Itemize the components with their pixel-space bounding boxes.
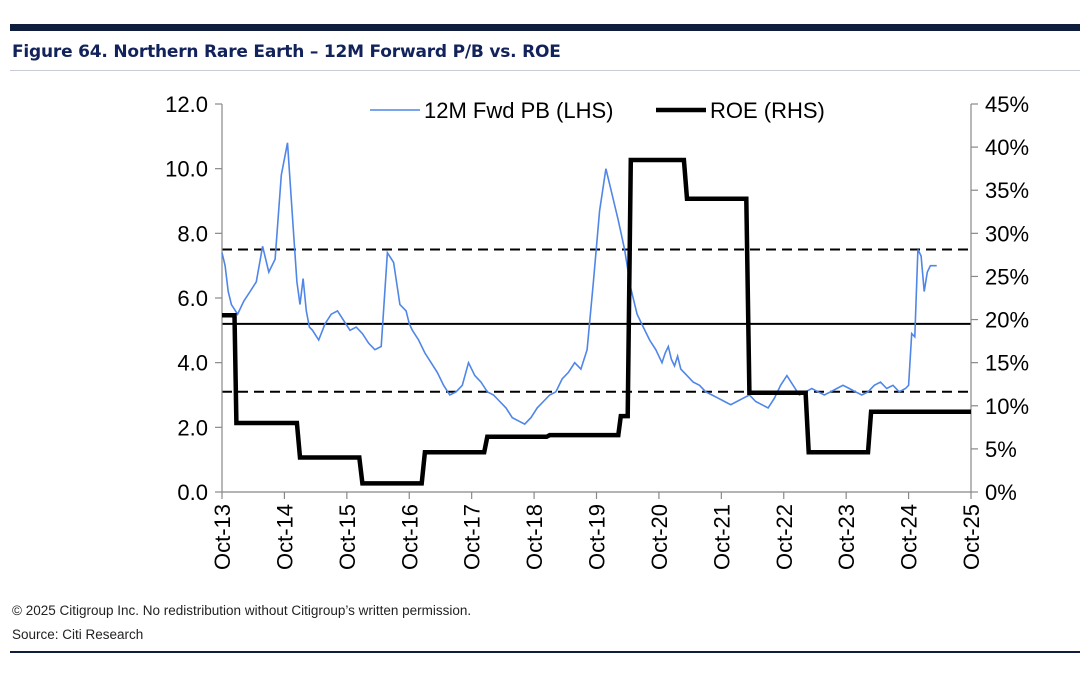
left-tick-label: 10.0 (165, 157, 208, 182)
right-tick-label: 45% (985, 92, 1029, 117)
page-title: Figure 64. Northern Rare Earth – 12M For… (12, 42, 561, 62)
legend: 12M Fwd PB (LHS) ROE (RHS) (370, 98, 825, 123)
x-tick-label: Oct-13 (210, 504, 235, 570)
bottom-rule (10, 651, 1080, 653)
x-tick-label: Oct-20 (647, 504, 672, 570)
left-tick-label: 8.0 (177, 221, 208, 246)
left-tick-label: 4.0 (177, 351, 208, 376)
x-tick-label: Oct-22 (772, 504, 797, 570)
left-tick-label: 12.0 (165, 92, 208, 117)
x-tick-label: Oct-24 (897, 504, 922, 570)
series-roe-line (222, 157, 971, 486)
legend-pb-label: 12M Fwd PB (LHS) (424, 98, 614, 123)
x-tick-label: Oct-25 (959, 504, 984, 570)
x-tick-label: Oct-21 (709, 504, 734, 570)
right-tick-label: 25% (985, 264, 1029, 289)
x-tick-label: Oct-15 (335, 504, 360, 570)
series-pb-line (221, 142, 937, 426)
x-tick-label: Oct-16 (397, 504, 422, 570)
right-tick-label: 20% (985, 308, 1029, 333)
right-tick-label: 35% (985, 178, 1029, 203)
title-divider (10, 70, 1080, 71)
right-tick-label: 30% (985, 221, 1029, 246)
x-tick-label: Oct-17 (460, 504, 485, 570)
chart: 0.0 2.0 4.0 6.0 8.0 10.0 12.0 0% 5% 10% 15% 20% 25% 3… (165, 92, 1029, 570)
source-note: Source: Citi Research (12, 627, 144, 642)
right-tick-label: 15% (985, 351, 1029, 376)
legend-roe-label: ROE (RHS) (710, 98, 825, 123)
x-tick-label: Oct-19 (585, 504, 610, 570)
left-tick-label: 2.0 (177, 415, 208, 440)
top-rule (10, 24, 1080, 31)
axes: 0.0 2.0 4.0 6.0 8.0 10.0 12.0 0% 5% 10% 15% 20% 25% 3… (165, 92, 1029, 570)
x-tick-label: Oct-18 (522, 504, 547, 570)
x-tick-label: Oct-23 (834, 504, 859, 570)
right-tick-label: 40% (985, 135, 1029, 160)
left-tick-label: 6.0 (177, 286, 208, 311)
x-tick-label: Oct-14 (272, 504, 297, 570)
copyright-note: © 2025 Citigroup Inc. No redistribution … (12, 603, 472, 618)
right-tick-label: 10% (985, 394, 1029, 419)
reference-lines (222, 248, 971, 393)
right-tick-label: 0% (985, 480, 1017, 505)
left-tick-label: 0.0 (177, 480, 208, 505)
right-tick-label: 5% (985, 437, 1017, 462)
series-layer (221, 142, 971, 486)
